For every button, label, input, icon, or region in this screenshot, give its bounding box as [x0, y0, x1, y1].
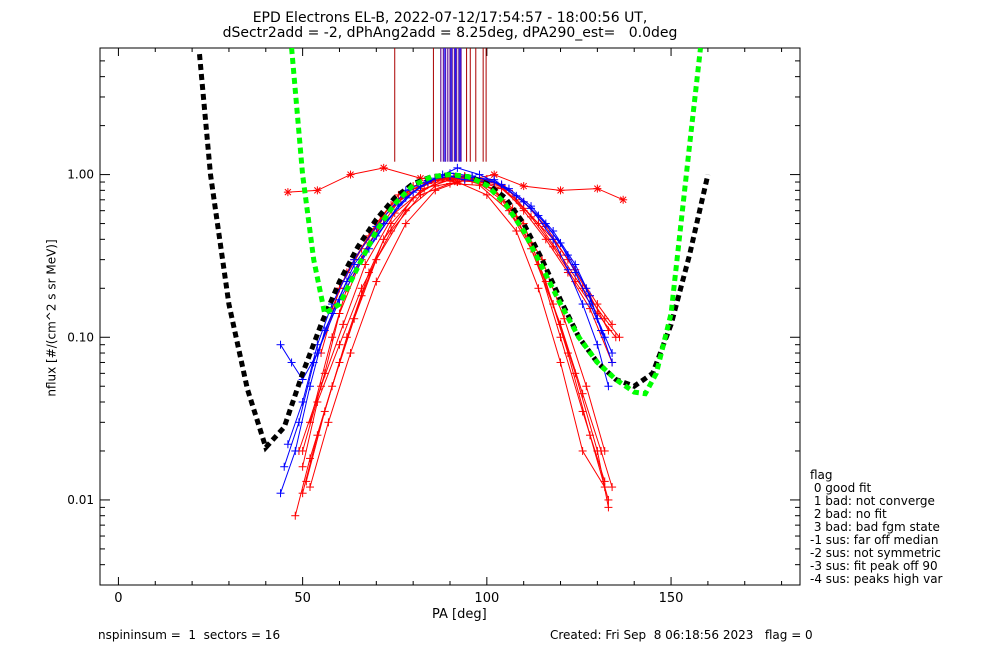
legend-item: -4 sus: peaks high var [810, 572, 943, 586]
series-suspect-point [284, 188, 292, 196]
legend-item: 1 bad: not converge [810, 494, 935, 508]
y-tick-label: 0.10 [67, 330, 94, 344]
x-axis-label: PA [deg] [432, 607, 487, 622]
series-suspect-line [302, 177, 613, 452]
fit-curve-green [289, 48, 703, 397]
series-suspect-line [305, 177, 609, 508]
legend-item: -2 sus: not symmetric [810, 546, 941, 560]
x-tick-label: 0 [114, 591, 122, 606]
series-suspect-line [309, 176, 617, 423]
series-suspect-point [490, 171, 498, 178]
vertical-markers [394, 48, 487, 162]
series-suspect-line [302, 183, 613, 488]
legend-item: 3 bad: bad fgm state [810, 520, 940, 534]
x-tick-label: 50 [294, 591, 311, 606]
series-suspect-line [302, 175, 609, 501]
series-suspect-point [619, 196, 627, 204]
series-suspect-point [314, 186, 321, 194]
fit-curves [197, 48, 711, 453]
series-good-line [283, 167, 613, 467]
legend-item: -3 sus: fit peak off 90 [810, 559, 938, 573]
x-tick-label: 150 [659, 591, 684, 606]
series-suspect-line [298, 177, 606, 452]
chart-subtitle: dSectr2add = -2, dPhAng2add = 8.25deg, d… [222, 25, 678, 41]
y-tick-label: 1.00 [67, 168, 94, 182]
x-tick-label: 100 [474, 591, 499, 606]
series-suspect-line [339, 176, 620, 338]
series-suspect-point [380, 164, 388, 172]
footer-left: nspininsum = 1 sectors = 16 [98, 628, 281, 642]
y-tick-label: 0.01 [67, 493, 94, 507]
legend-title: flag [810, 468, 833, 482]
legend: flag 0 good fit 1 bad: not converge 2 ba… [810, 469, 942, 586]
series-suspect-point [347, 171, 354, 178]
y-axis-label: nflux [#/(cm^2 s sr MeV)] [44, 239, 59, 397]
data-series [276, 163, 628, 520]
chart-title: EPD Electrons EL-B, 2022-07-12/17:54:57 … [252, 10, 648, 26]
legend-item: 0 good fit [810, 481, 872, 495]
footer-right: Created: Fri Sep 8 06:18:56 2023 flag = … [550, 628, 813, 642]
fit-curve-black [197, 53, 711, 453]
series-suspect-point [557, 186, 564, 194]
legend-item: -1 sus: far off median [810, 533, 939, 547]
series-suspect-line [294, 181, 606, 516]
legend-item: 2 bad: no fit [810, 507, 887, 521]
series-suspect-point [520, 182, 528, 190]
series-suspect-point [594, 185, 601, 192]
